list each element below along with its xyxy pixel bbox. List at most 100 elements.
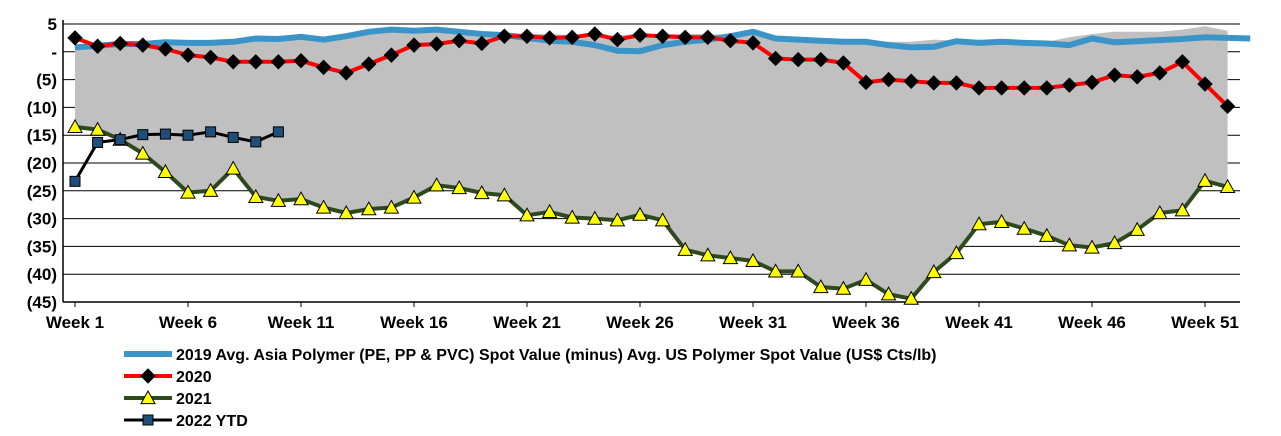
- series-2-point-39: [948, 245, 965, 260]
- y-tick-label-9: (40): [27, 265, 57, 284]
- series-1-point-8: [248, 54, 264, 70]
- series-3: [69, 126, 284, 187]
- series-2-point-46: [1106, 235, 1123, 250]
- series-2-point-1: [89, 121, 106, 136]
- series-2-point-13: [360, 201, 377, 216]
- series-1-point-45: [1084, 74, 1100, 91]
- series-2-point-11: [315, 199, 332, 214]
- series-1-point-18: [474, 35, 490, 52]
- series-3-point-5: [182, 129, 194, 141]
- series-2-point-9: [270, 192, 287, 207]
- series-1-point-6: [202, 49, 219, 66]
- series-1-point-10: [293, 52, 309, 69]
- axes: [62, 20, 1240, 307]
- series-2-point-20: [519, 207, 535, 222]
- series-2-point-45: [1084, 239, 1100, 254]
- series-2-point-28: [699, 247, 716, 262]
- series-2-point-47: [1129, 221, 1146, 236]
- y-tick-label-2: (5): [36, 71, 57, 90]
- series-1-point-49: [1174, 54, 1191, 70]
- series-3-point-6: [205, 126, 217, 138]
- series-2-point-15: [406, 189, 422, 204]
- series-3-point-2: [114, 134, 126, 146]
- series-1-point-19: [496, 28, 513, 44]
- x-tick-label-0: Week 1: [46, 313, 104, 332]
- series-2-point-25: [632, 206, 648, 221]
- series-1-point-21: [541, 30, 558, 46]
- series-2-point-50: [1197, 172, 1213, 187]
- series-1-point-31: [767, 50, 784, 67]
- series-1-point-46: [1106, 67, 1123, 83]
- legend-marker-2: [140, 389, 156, 405]
- series-0: [74, 26, 1251, 55]
- series-2-point-30: [745, 252, 761, 267]
- series-3-point-4: [159, 128, 171, 140]
- series-1-point-37: [903, 73, 919, 89]
- series-1-point-47: [1129, 69, 1145, 85]
- series-1-point-43: [1039, 80, 1055, 96]
- x-tick-label-5: Week 26: [606, 313, 674, 332]
- series-2-point-33: [812, 278, 829, 294]
- series-2-point-3: [134, 145, 151, 160]
- x-tick-label-4: Week 21: [493, 313, 561, 332]
- series-2-point-12: [338, 205, 355, 220]
- y-tick-label-3: (10): [27, 98, 57, 117]
- series-2-point-6: [202, 182, 219, 197]
- series-1-point-34: [835, 55, 852, 71]
- series-2-point-29: [722, 250, 739, 265]
- series-1-point-22: [564, 29, 580, 46]
- x-tick-label-2: Week 11: [268, 313, 335, 332]
- range-band-area: [75, 26, 1228, 299]
- y-tick-label-5: (20): [27, 154, 57, 173]
- series-3-point-9: [272, 126, 284, 138]
- series-1-point-23: [587, 26, 603, 42]
- x-axis-tick-labels: Week 1 Week 6 Week 11 Week 16 Week 21 Week 26…: [46, 313, 1239, 332]
- series-1-point-28: [700, 29, 716, 46]
- series-2-point-27: [677, 241, 694, 256]
- legend: 2019 Avg. Asia Polymer (PE, PP & PVC) Sp…: [124, 347, 937, 430]
- series-2-point-8: [247, 188, 264, 204]
- y-tick-label-1: -: [51, 43, 57, 62]
- series-line-2: [74, 124, 1229, 301]
- series-3-point-3: [137, 129, 149, 141]
- series-1-point-5: [180, 47, 196, 63]
- series-2-point-48: [1151, 205, 1168, 220]
- series-1-point-50: [1197, 76, 1213, 92]
- y-axis-tick-labels: 5 - (5) (10) (15) (20) (25) (30) (35) (40) (45): [27, 15, 57, 312]
- series-1-point-15: [406, 37, 422, 53]
- series-1-point-4: [157, 41, 174, 57]
- series-2-point-4: [157, 163, 174, 178]
- y-tick-label-7: (30): [27, 210, 57, 229]
- series-1-point-26: [654, 28, 671, 44]
- series-2-point-44: [1061, 237, 1078, 252]
- legend-marker-3: [142, 414, 154, 426]
- series-2-point-32: [790, 263, 807, 278]
- series-3-point-0: [69, 175, 81, 187]
- series-2-point-36: [880, 286, 897, 301]
- series-2-point-51: [1219, 178, 1236, 194]
- series-1: [67, 26, 1236, 114]
- series-1-point-40: [971, 80, 987, 96]
- series-2-point-24: [609, 212, 626, 227]
- series-1-point-27: [677, 29, 693, 46]
- series-2-point-49: [1174, 202, 1191, 217]
- y-tick-label-4: (15): [27, 126, 57, 145]
- series-1-point-30: [745, 35, 761, 51]
- legend-label-2: 2021: [176, 391, 212, 408]
- legend-label-3: 2022 YTD: [176, 413, 248, 430]
- series-2-point-35: [858, 271, 874, 286]
- series-2-point-23: [586, 210, 603, 225]
- series-2-point-5: [180, 184, 196, 199]
- x-tick-label-3: Week 16: [380, 313, 448, 332]
- series-1-point-39: [948, 75, 965, 91]
- series-line-3: [73, 130, 280, 183]
- series-2-point-38: [925, 263, 942, 279]
- legend-marker-1: [140, 368, 156, 384]
- series-1-point-13: [361, 56, 377, 72]
- x-tick-label-6: Week 31: [719, 313, 787, 332]
- y-tick-label-0: 5: [48, 15, 57, 34]
- series-2-point-14: [383, 199, 400, 214]
- series-2-point-10: [293, 191, 309, 206]
- series-2-point-19: [496, 187, 513, 202]
